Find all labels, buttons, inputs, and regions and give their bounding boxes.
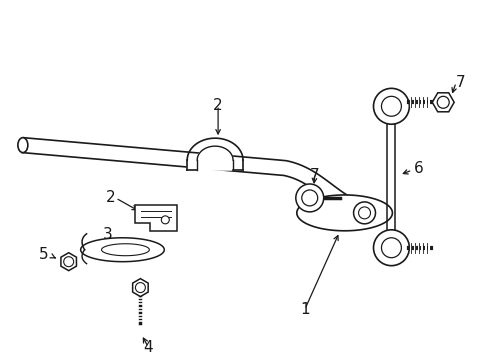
Text: 1: 1 — [299, 302, 309, 317]
Circle shape — [381, 96, 401, 116]
Circle shape — [436, 96, 448, 108]
Text: 7: 7 — [309, 167, 319, 183]
Circle shape — [373, 88, 408, 124]
Polygon shape — [187, 146, 243, 170]
Text: 7: 7 — [455, 75, 465, 90]
Circle shape — [135, 283, 145, 293]
Circle shape — [161, 216, 169, 224]
Ellipse shape — [18, 138, 28, 153]
Polygon shape — [296, 195, 392, 231]
Polygon shape — [102, 244, 149, 256]
Circle shape — [301, 190, 317, 206]
Text: 5: 5 — [39, 247, 49, 262]
Polygon shape — [135, 205, 177, 231]
Text: 6: 6 — [413, 161, 423, 176]
Text: 2: 2 — [213, 98, 223, 113]
Circle shape — [63, 257, 74, 267]
Text: 2: 2 — [106, 190, 115, 206]
Circle shape — [373, 230, 408, 266]
Circle shape — [381, 238, 401, 258]
Polygon shape — [81, 238, 164, 262]
Circle shape — [358, 207, 370, 219]
Polygon shape — [22, 138, 370, 220]
Polygon shape — [61, 253, 76, 271]
Text: 3: 3 — [102, 227, 112, 242]
Polygon shape — [132, 279, 148, 297]
Polygon shape — [431, 93, 453, 112]
Circle shape — [295, 184, 323, 212]
Circle shape — [353, 202, 375, 224]
Text: 4: 4 — [143, 340, 153, 355]
